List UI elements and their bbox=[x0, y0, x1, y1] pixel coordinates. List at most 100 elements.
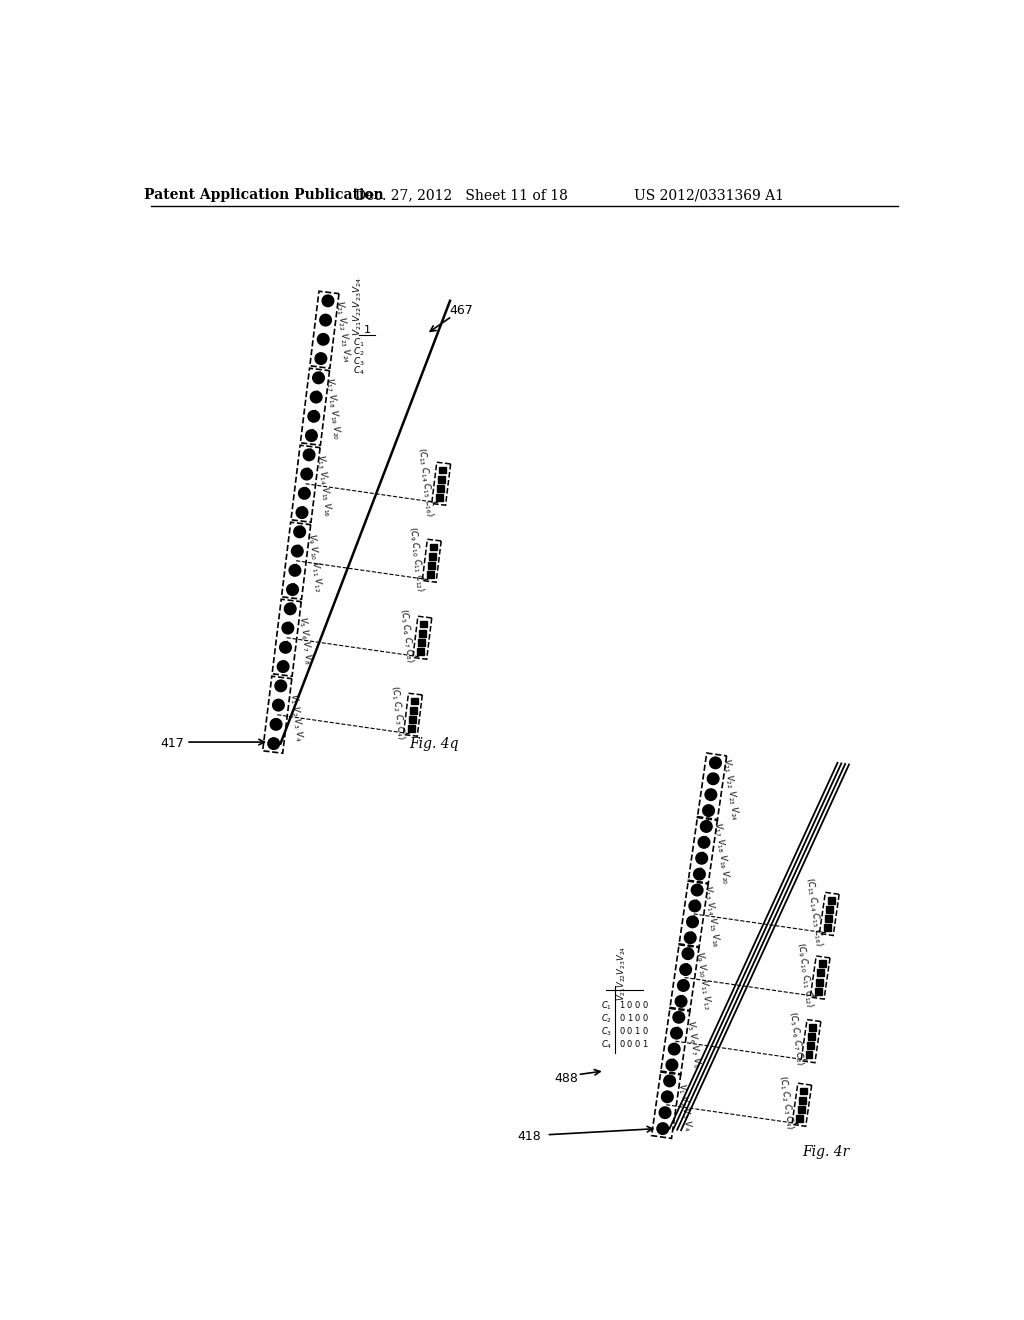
Text: $V_{13}\ V_{14}\ V_{15}\ V_{16}$: $V_{13}\ V_{14}\ V_{15}\ V_{16}$ bbox=[314, 454, 334, 519]
Circle shape bbox=[317, 334, 329, 345]
Bar bbox=[439, 466, 446, 474]
Circle shape bbox=[287, 583, 298, 595]
Text: $V_{21}V_{22}V_{23}V_{24}$: $V_{21}V_{22}V_{23}V_{24}$ bbox=[351, 277, 365, 337]
Circle shape bbox=[662, 1092, 673, 1102]
Bar bbox=[799, 1097, 806, 1104]
Text: 1: 1 bbox=[620, 1001, 625, 1010]
Bar bbox=[815, 987, 821, 995]
Text: $V_1\ V_2\ V_3\ V_4$: $V_1\ V_2\ V_3\ V_4$ bbox=[675, 1082, 694, 1133]
Text: $(C_5\ C_6\ C_7\ C_8)$: $(C_5\ C_6\ C_7\ C_8)$ bbox=[397, 607, 417, 664]
Circle shape bbox=[303, 449, 315, 461]
Text: 0: 0 bbox=[642, 1014, 647, 1023]
Bar bbox=[408, 725, 415, 733]
Circle shape bbox=[708, 774, 719, 784]
Text: $V_5\ V_6\ V_7\ V_8$: $V_5\ V_6\ V_7\ V_8$ bbox=[296, 615, 314, 665]
Circle shape bbox=[666, 1059, 678, 1071]
Circle shape bbox=[285, 603, 296, 615]
Circle shape bbox=[671, 1027, 682, 1039]
Circle shape bbox=[270, 718, 282, 730]
Text: US 2012/0331369 A1: US 2012/0331369 A1 bbox=[634, 189, 784, 202]
Circle shape bbox=[289, 565, 301, 576]
Text: 418: 418 bbox=[518, 1130, 542, 1143]
Text: 488: 488 bbox=[554, 1072, 579, 1085]
Bar bbox=[438, 475, 445, 483]
Circle shape bbox=[680, 964, 691, 975]
Bar bbox=[429, 553, 436, 560]
Circle shape bbox=[698, 837, 710, 849]
Bar bbox=[428, 562, 434, 569]
Circle shape bbox=[312, 372, 325, 384]
Circle shape bbox=[664, 1074, 676, 1086]
Text: 0: 0 bbox=[635, 1001, 640, 1010]
Text: $(C_9\ C_{10}\ C_{11}\ C_{12})$: $(C_9\ C_{10}\ C_{11}\ C_{12})$ bbox=[794, 941, 816, 1008]
Circle shape bbox=[268, 738, 280, 750]
Circle shape bbox=[308, 411, 319, 422]
Text: 0: 0 bbox=[620, 1040, 625, 1049]
Bar bbox=[808, 1034, 815, 1040]
Text: $C_2$: $C_2$ bbox=[353, 346, 366, 358]
Text: $V_{21}V_{22}V_{23}V_{24}$: $V_{21}V_{22}V_{23}V_{24}$ bbox=[615, 945, 628, 1001]
Circle shape bbox=[673, 1011, 685, 1023]
Text: 467: 467 bbox=[450, 305, 473, 317]
Circle shape bbox=[301, 469, 312, 480]
Text: 0: 0 bbox=[620, 1014, 625, 1023]
Text: $C_4$: $C_4$ bbox=[600, 1039, 611, 1051]
Text: $V_5\ V_6\ V_7\ V_8$: $V_5\ V_6\ V_7\ V_8$ bbox=[684, 1019, 703, 1069]
Circle shape bbox=[280, 642, 291, 653]
Text: $(C_{13}\ C_{14}\ C_{15}\ C_{16})$: $(C_{13}\ C_{14}\ C_{15}\ C_{16})$ bbox=[803, 876, 825, 948]
Circle shape bbox=[296, 507, 308, 519]
Bar bbox=[817, 969, 824, 977]
Text: $C_3$: $C_3$ bbox=[353, 355, 366, 367]
Bar bbox=[816, 978, 823, 986]
Bar bbox=[818, 961, 825, 968]
Circle shape bbox=[687, 916, 698, 928]
Text: $(C_5\ C_6\ C_7\ C_8)$: $(C_5\ C_6\ C_7\ C_8)$ bbox=[785, 1011, 806, 1067]
Text: $V_{17}\ V_{18}\ V_{19}\ V_{20}$: $V_{17}\ V_{18}\ V_{19}\ V_{20}$ bbox=[324, 376, 343, 441]
Text: $V_9\ V_{10}\ V_{11}\ V_{12}$: $V_9\ V_{10}\ V_{11}\ V_{12}$ bbox=[305, 533, 325, 593]
Text: Patent Application Publication: Patent Application Publication bbox=[143, 189, 383, 202]
Text: Dec. 27, 2012   Sheet 11 of 18: Dec. 27, 2012 Sheet 11 of 18 bbox=[354, 189, 567, 202]
Circle shape bbox=[675, 995, 687, 1007]
Text: 0: 0 bbox=[642, 1001, 647, 1010]
Circle shape bbox=[275, 680, 287, 692]
Text: 0: 0 bbox=[642, 1027, 647, 1036]
Circle shape bbox=[278, 661, 289, 672]
Bar bbox=[825, 915, 833, 921]
Circle shape bbox=[282, 622, 294, 634]
Text: 1: 1 bbox=[364, 325, 371, 335]
Circle shape bbox=[691, 884, 702, 896]
Bar bbox=[826, 906, 834, 913]
Text: 0: 0 bbox=[627, 1001, 632, 1010]
Circle shape bbox=[678, 979, 689, 991]
Text: $C_2$: $C_2$ bbox=[601, 1012, 611, 1024]
Bar bbox=[801, 1088, 807, 1094]
Bar bbox=[420, 630, 426, 636]
Circle shape bbox=[299, 487, 310, 499]
Bar bbox=[418, 639, 425, 645]
Text: $(C_9\ C_{10}\ C_{11}\ C_{12})$: $(C_9\ C_{10}\ C_{11}\ C_{12})$ bbox=[407, 525, 427, 593]
Text: 0: 0 bbox=[627, 1040, 632, 1049]
Bar bbox=[411, 697, 418, 705]
Text: $V_9\ V_{10}\ V_{11}\ V_{12}$: $V_9\ V_{10}\ V_{11}\ V_{12}$ bbox=[692, 950, 714, 1010]
Bar bbox=[430, 544, 437, 550]
Text: $C_1$: $C_1$ bbox=[353, 337, 366, 348]
Bar bbox=[797, 1115, 803, 1122]
Circle shape bbox=[689, 900, 700, 912]
Circle shape bbox=[272, 700, 285, 711]
Bar bbox=[421, 620, 427, 627]
Bar bbox=[410, 706, 417, 714]
Bar bbox=[417, 648, 424, 655]
Text: $V_1\ V_2\ V_3\ V_4$: $V_1\ V_2\ V_3\ V_4$ bbox=[287, 692, 305, 742]
Circle shape bbox=[710, 758, 721, 768]
Text: Fig. 4q: Fig. 4q bbox=[410, 737, 459, 751]
Text: $(C_{13}\ C_{14}\ C_{15}\ C_{16})$: $(C_{13}\ C_{14}\ C_{15}\ C_{16})$ bbox=[416, 446, 436, 517]
Text: $C_3$: $C_3$ bbox=[601, 1026, 611, 1038]
Text: $(C_1\ C_2\ C_3\ C_4)$: $(C_1\ C_2\ C_3\ C_4)$ bbox=[776, 1074, 797, 1131]
Circle shape bbox=[702, 805, 715, 816]
Text: 0: 0 bbox=[635, 1040, 640, 1049]
Text: Fig. 4r: Fig. 4r bbox=[802, 1144, 849, 1159]
Circle shape bbox=[319, 314, 332, 326]
Circle shape bbox=[323, 296, 334, 306]
Bar bbox=[806, 1052, 812, 1059]
Bar bbox=[409, 715, 416, 723]
